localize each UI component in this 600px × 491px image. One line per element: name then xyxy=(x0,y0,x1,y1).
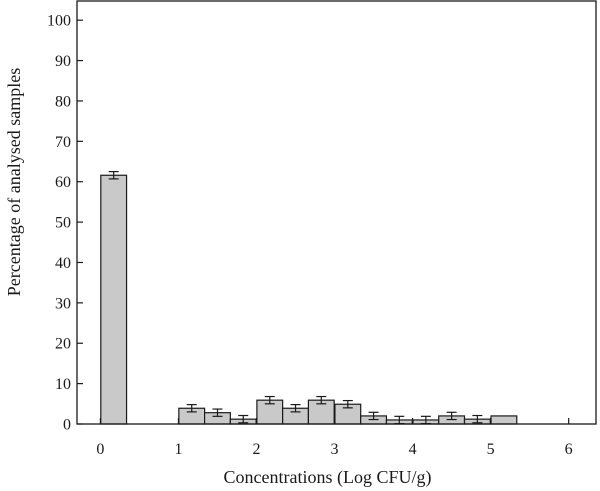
x-tick-label: 2 xyxy=(253,441,261,458)
y-tick-label: 60 xyxy=(55,174,71,191)
x-tick-label: 3 xyxy=(331,441,339,458)
x-axis-title: Concentrations (Log CFU/g) xyxy=(224,467,432,488)
y-tick-label: 90 xyxy=(55,53,71,70)
x-tick-label: 4 xyxy=(409,441,417,458)
plot-frame xyxy=(76,0,597,425)
bar xyxy=(490,415,518,425)
y-tick-label: 40 xyxy=(55,255,71,272)
y-tick-label: 50 xyxy=(55,215,71,232)
y-axis-ticks: 0 10 20 30 40 50 60 70 80 90 100 xyxy=(47,13,83,434)
y-tick-label: 70 xyxy=(55,134,71,151)
y-tick-label: 80 xyxy=(55,93,71,110)
error-bars xyxy=(108,171,483,425)
y-tick-label: 10 xyxy=(55,376,71,393)
bar-series xyxy=(100,174,518,425)
x-tick-label: 0 xyxy=(96,441,104,458)
x-tick-label: 5 xyxy=(487,441,495,458)
y-tick-label: 0 xyxy=(63,417,71,434)
x-tick-label: 1 xyxy=(174,441,182,458)
y-axis-title: Percentage of analysed samples xyxy=(4,68,24,296)
bar xyxy=(100,174,128,425)
y-tick-label: 20 xyxy=(55,336,71,353)
y-tick-label: 100 xyxy=(47,13,71,30)
y-tick-label: 30 xyxy=(55,295,71,312)
x-tick-label: 6 xyxy=(565,441,573,458)
